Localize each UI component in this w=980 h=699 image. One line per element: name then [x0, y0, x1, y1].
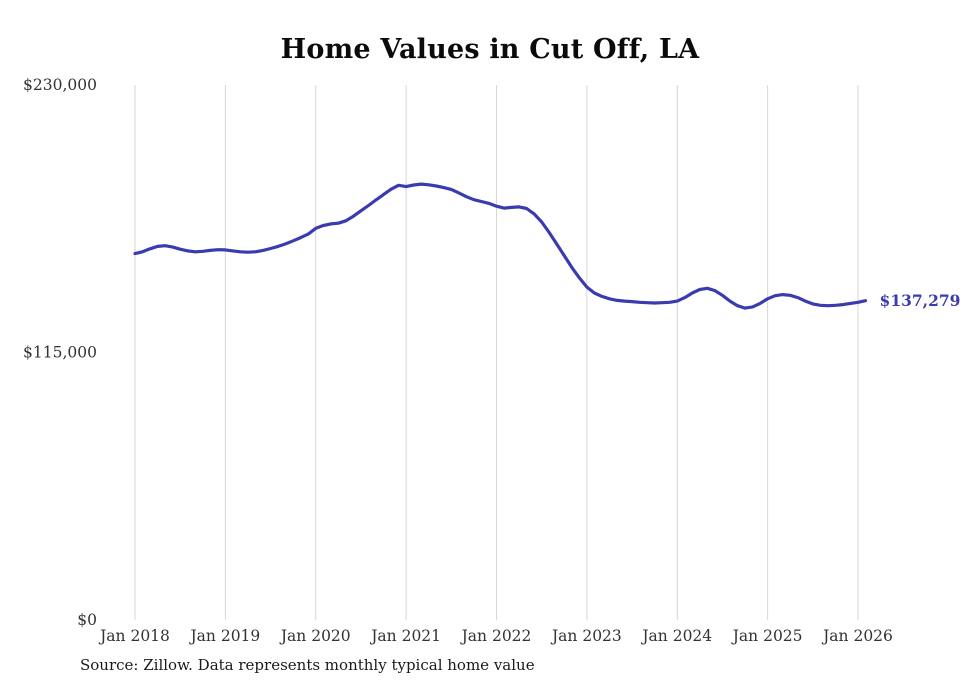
- source-note: Source: Zillow. Data represents monthly …: [80, 656, 535, 674]
- x-axis-label: Jan 2026: [821, 627, 893, 645]
- y-axis-label: $230,000: [23, 76, 97, 94]
- end-value-label: $137,279: [880, 291, 961, 310]
- x-axis-label: Jan 2025: [731, 627, 803, 645]
- y-axis-label: $115,000: [23, 344, 97, 362]
- value-line: [133, 182, 868, 310]
- x-axis-label: Jan 2022: [460, 627, 532, 645]
- x-axis-label: Jan 2021: [369, 627, 441, 645]
- x-axis-label: Jan 2019: [188, 627, 260, 645]
- chart-title: Home Values in Cut Off, LA: [280, 34, 700, 65]
- x-axis-label: Jan 2018: [98, 627, 170, 645]
- x-axis-label: Jan 2024: [640, 627, 712, 645]
- x-axis-label: Jan 2020: [279, 627, 351, 645]
- y-axis-label: $0: [77, 611, 97, 629]
- x-axis-label: Jan 2023: [550, 627, 622, 645]
